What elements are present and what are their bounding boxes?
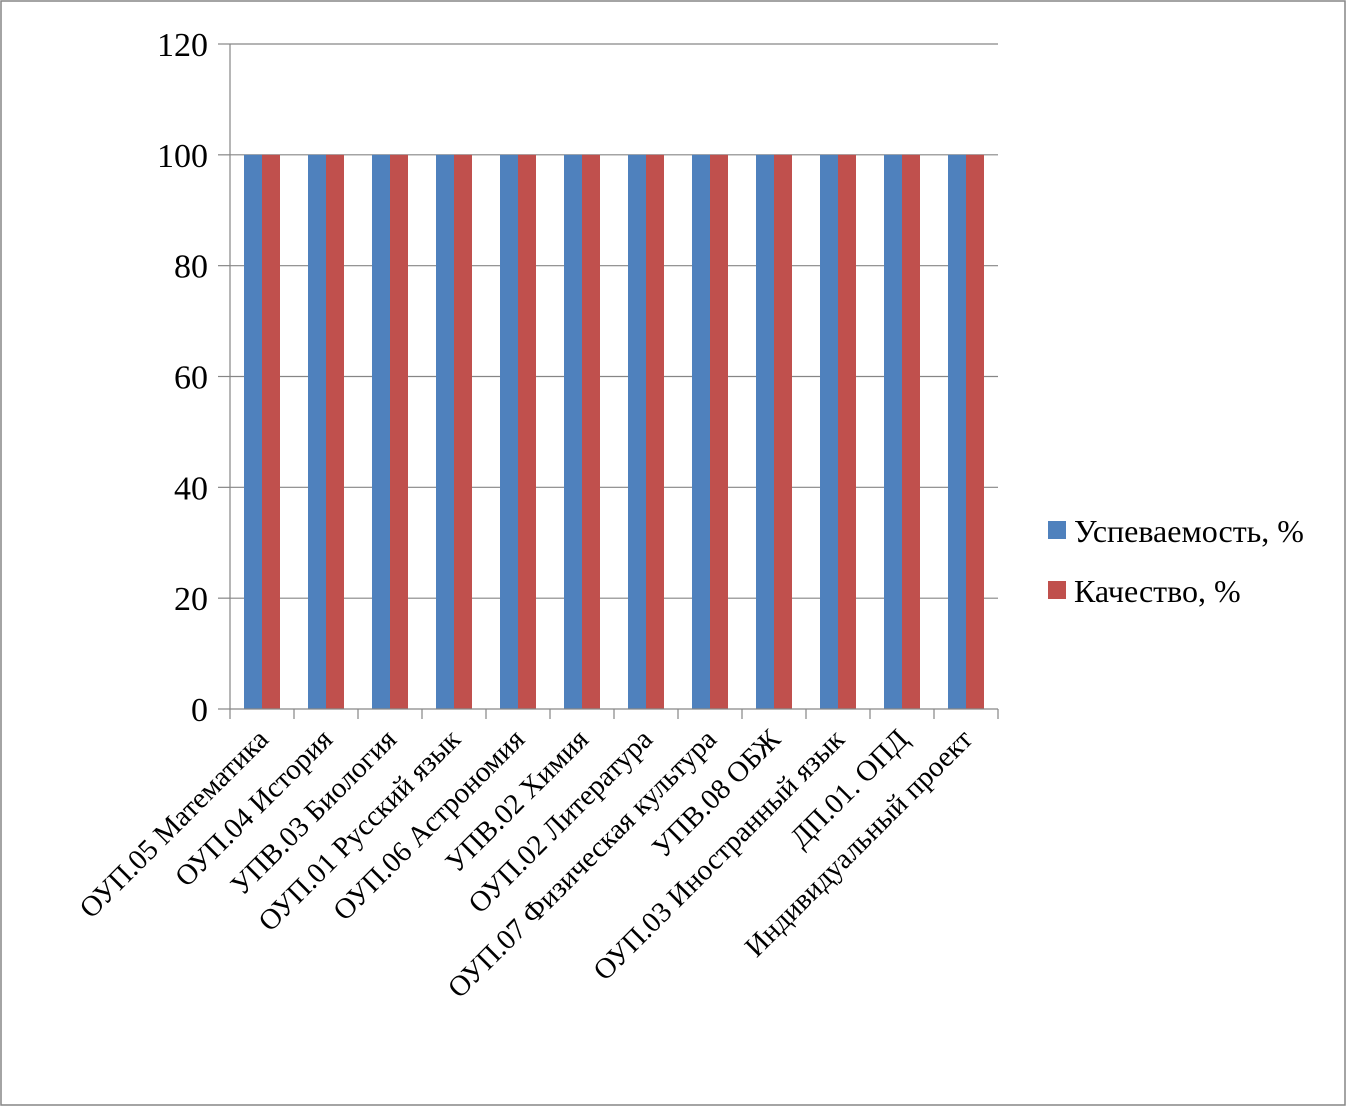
legend-label: Качество, % [1074, 573, 1241, 609]
y-tick-label: 20 [174, 581, 208, 618]
bar-series-1 [308, 154, 326, 710]
bar-series-1 [884, 154, 902, 710]
bar-series-2 [326, 154, 344, 710]
bar-series-2 [646, 154, 664, 710]
bar-series-1 [756, 154, 774, 710]
legend-swatch [1048, 521, 1066, 539]
legend: Успеваемость, % Качество, % [1048, 513, 1304, 609]
y-tick-label: 100 [157, 138, 208, 175]
bar-series-2 [966, 154, 984, 710]
bar-series-1 [564, 154, 582, 710]
bar-series-1 [436, 154, 454, 710]
bar-series-2 [838, 154, 856, 710]
legend-swatch [1048, 581, 1066, 599]
gridlines [230, 43, 998, 599]
legend-label: Успеваемость, % [1074, 513, 1304, 549]
bar-series-2 [262, 154, 280, 710]
y-tick-label: 0 [191, 692, 208, 729]
bar-series-1 [948, 154, 966, 710]
bar-series-2 [774, 154, 792, 710]
y-tick-labels: 0 20 40 60 80 100 120 [157, 27, 208, 729]
bar-series-2 [518, 154, 536, 710]
y-tick-label: 120 [157, 27, 208, 64]
bar-series-2 [390, 154, 408, 710]
y-tick-label: 80 [174, 249, 208, 286]
bar-series-2 [454, 154, 472, 710]
bar-series-2 [710, 154, 728, 710]
y-tick-label: 40 [174, 470, 208, 507]
y-tick-label: 60 [174, 360, 208, 397]
bars [244, 154, 984, 710]
bar-series-1 [692, 154, 710, 710]
axes [218, 43, 999, 719]
bar-series-1 [244, 154, 262, 710]
bar-series-1 [372, 154, 390, 710]
bar-series-1 [628, 154, 646, 710]
bar-series-2 [902, 154, 920, 710]
bar-series-1 [500, 154, 518, 710]
bar-series-1 [820, 154, 838, 710]
bar-series-2 [582, 154, 600, 710]
